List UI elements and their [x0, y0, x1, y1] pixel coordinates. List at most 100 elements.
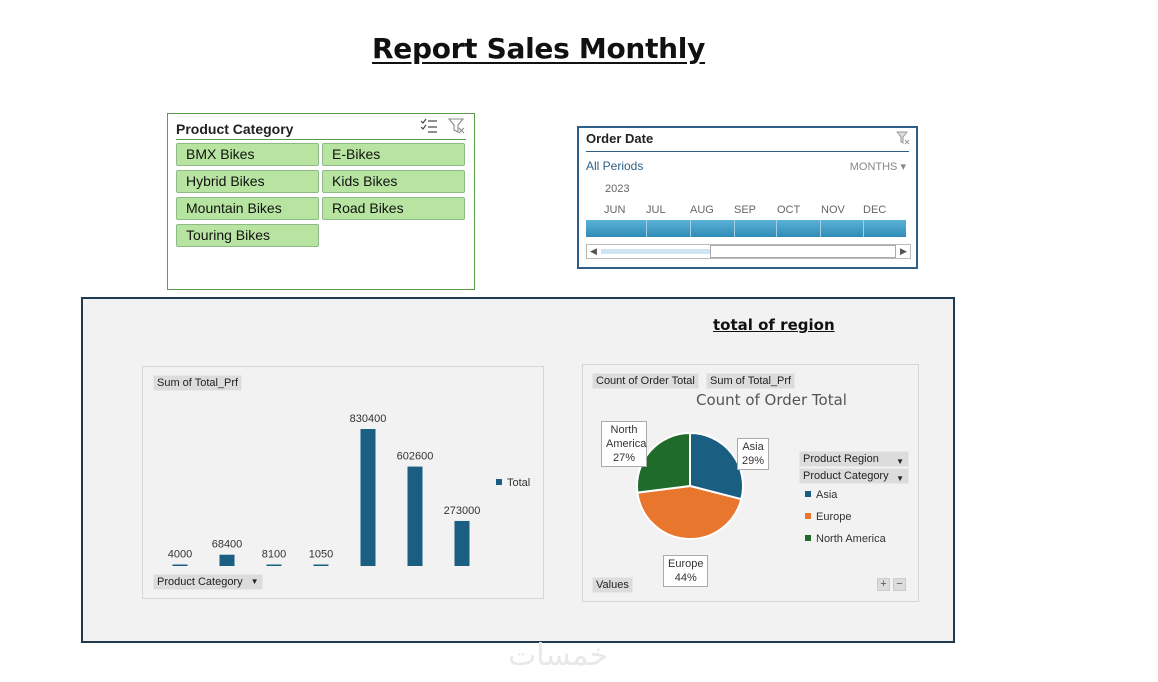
panel-title: total of region — [713, 316, 835, 334]
chevron-down-icon: ▾ — [900, 161, 906, 173]
timeline-tick — [863, 220, 864, 237]
bar-data-label: 602600 — [397, 451, 434, 463]
legend-swatch — [805, 535, 811, 541]
timeline-title: Order Date — [586, 131, 654, 146]
timeline-tick — [820, 220, 821, 237]
bar-data-label: 4000 — [168, 549, 192, 561]
bar[interactable] — [313, 564, 329, 567]
pie-callout-asia: Asia 29% — [737, 438, 770, 470]
pie-chart[interactable]: Count of Order Total Sum of Total_Prf Co… — [582, 364, 919, 602]
bar-legend: Total — [496, 477, 530, 489]
timeline-divider — [586, 151, 909, 152]
all-periods-label: All Periods — [586, 159, 644, 173]
clear-filter-icon[interactable] — [447, 117, 466, 140]
bar[interactable] — [407, 466, 423, 566]
slicer-item-hybrid-bikes[interactable]: Hybrid Bikes — [176, 170, 319, 193]
filter-field-label: Product Region — [803, 453, 879, 465]
slicer-item-kids-bikes[interactable]: Kids Bikes — [322, 170, 465, 193]
filter-field-button[interactable]: Product Category ▼ — [799, 468, 909, 484]
scroll-left-icon[interactable]: ◀ — [590, 246, 597, 256]
pie-slice[interactable] — [636, 484, 743, 540]
pie-slice[interactable] — [689, 431, 744, 501]
axis-field-label: Product Category — [157, 576, 243, 588]
callout-label: Asia — [742, 441, 764, 453]
dropdown-arrow-icon: ▼ — [896, 457, 904, 466]
filter-field-button[interactable]: Product Region ▼ — [799, 451, 909, 467]
timeline-tick — [776, 220, 777, 237]
callout-value: 44% — [674, 572, 697, 584]
expand-button[interactable]: + — [877, 578, 890, 591]
value-field-button[interactable]: Sum of Total_Prf — [153, 375, 243, 391]
timeline-selection-bar[interactable] — [586, 220, 906, 237]
legend-item-asia: Asia — [805, 489, 837, 501]
timeline-tick — [646, 220, 647, 237]
timeline-month[interactable]: AUG — [690, 204, 714, 216]
value-field-button[interactable]: Sum of Total_Prf — [706, 373, 796, 389]
pie-slice[interactable] — [636, 431, 691, 494]
timeline-tick — [690, 220, 691, 237]
legend-swatch — [805, 491, 811, 497]
time-level-label: MONTHS — [849, 161, 898, 173]
callout-label: Europe — [668, 558, 704, 570]
clear-filter-icon[interactable] — [895, 131, 910, 150]
filter-field-label: Product Category — [803, 470, 889, 482]
bar-data-label: 273000 — [444, 505, 481, 517]
values-button[interactable]: Values — [592, 577, 633, 593]
bar-data-label: 68400 — [212, 539, 243, 551]
legend-label: Asia — [816, 489, 838, 501]
slicer-item-road-bikes[interactable]: Road Bikes — [322, 197, 465, 220]
bar[interactable] — [172, 564, 188, 567]
dropdown-arrow-icon: ▼ — [896, 474, 904, 483]
time-level-dropdown[interactable]: MONTHS ▾ — [850, 160, 906, 173]
value-field-button[interactable]: Count of Order Total — [592, 373, 699, 389]
bar-data-label: 8100 — [262, 549, 286, 561]
slicer-item-touring-bikes[interactable]: Touring Bikes — [176, 224, 319, 247]
bar[interactable] — [266, 564, 282, 567]
multi-select-icon[interactable] — [420, 118, 438, 139]
legend-label: Europe — [816, 511, 852, 523]
order-date-timeline: Order Date All Periods MONTHS ▾ 2023 JUN… — [577, 126, 918, 269]
callout-label: North America — [606, 424, 647, 450]
callout-value: 27% — [612, 452, 636, 464]
watermark: خمسات — [508, 638, 609, 673]
legend-item-europe: Europe — [805, 511, 851, 523]
slicer-header: Product Category — [176, 118, 466, 140]
slicer-item-e-bikes[interactable]: E-Bikes — [322, 143, 465, 166]
bar-data-label: 830400 — [350, 413, 387, 425]
timeline-month[interactable]: DEC — [863, 204, 887, 216]
bar[interactable] — [454, 520, 470, 566]
slicer-item-bmx-bikes[interactable]: BMX Bikes — [176, 143, 319, 166]
pie-chart-plot — [636, 431, 744, 540]
legend-item-north-america: North America — [805, 533, 886, 545]
collapse-button[interactable]: − — [893, 578, 906, 591]
timeline-scrollbar[interactable]: ◀ ▶ — [586, 244, 911, 259]
timeline-month[interactable]: SEP — [734, 204, 757, 216]
report-title: Report Sales Monthly — [372, 32, 706, 65]
slicer-title: Product Category — [176, 120, 294, 137]
bar-data-label: 1050 — [309, 549, 333, 561]
bar[interactable] — [360, 429, 376, 566]
pie-callout-europe: Europe 44% — [663, 555, 709, 587]
pie-callout-north-america: North America 27% — [601, 421, 647, 467]
scroll-right-icon[interactable]: ▶ — [900, 246, 907, 256]
callout-value: 29% — [742, 455, 765, 467]
legend-label: North America — [816, 533, 886, 545]
timeline-month[interactable]: JUL — [646, 204, 666, 216]
bar[interactable] — [219, 554, 235, 566]
slicer-item-mountain-bikes[interactable]: Mountain Bikes — [176, 197, 319, 220]
timeline-year: 2023 — [605, 183, 630, 195]
timeline-month[interactable]: JUN — [604, 204, 626, 216]
dropdown-arrow-icon: ▼ — [250, 577, 259, 586]
legend-swatch — [496, 479, 502, 485]
timeline-month[interactable]: OCT — [777, 204, 801, 216]
bar-chart-plot: 4000 68400 8100 1050 830400 602600 273000 — [168, 413, 481, 567]
timeline-month[interactable]: NOV — [821, 204, 845, 216]
legend-label: Total — [507, 477, 531, 489]
legend-swatch — [805, 513, 811, 519]
product-category-slicer: Product Category BMX Bikes E-Bi — [167, 113, 475, 290]
scroll-thumb[interactable] — [710, 245, 896, 258]
timeline-tick — [734, 220, 735, 237]
bar-chart[interactable]: Sum of Total_Prf 4000 68400 8100 1050 830400… — [142, 366, 544, 599]
axis-field-button[interactable]: Product Category ▼ — [153, 574, 263, 590]
pie-title: Count of Order Total — [696, 391, 847, 409]
